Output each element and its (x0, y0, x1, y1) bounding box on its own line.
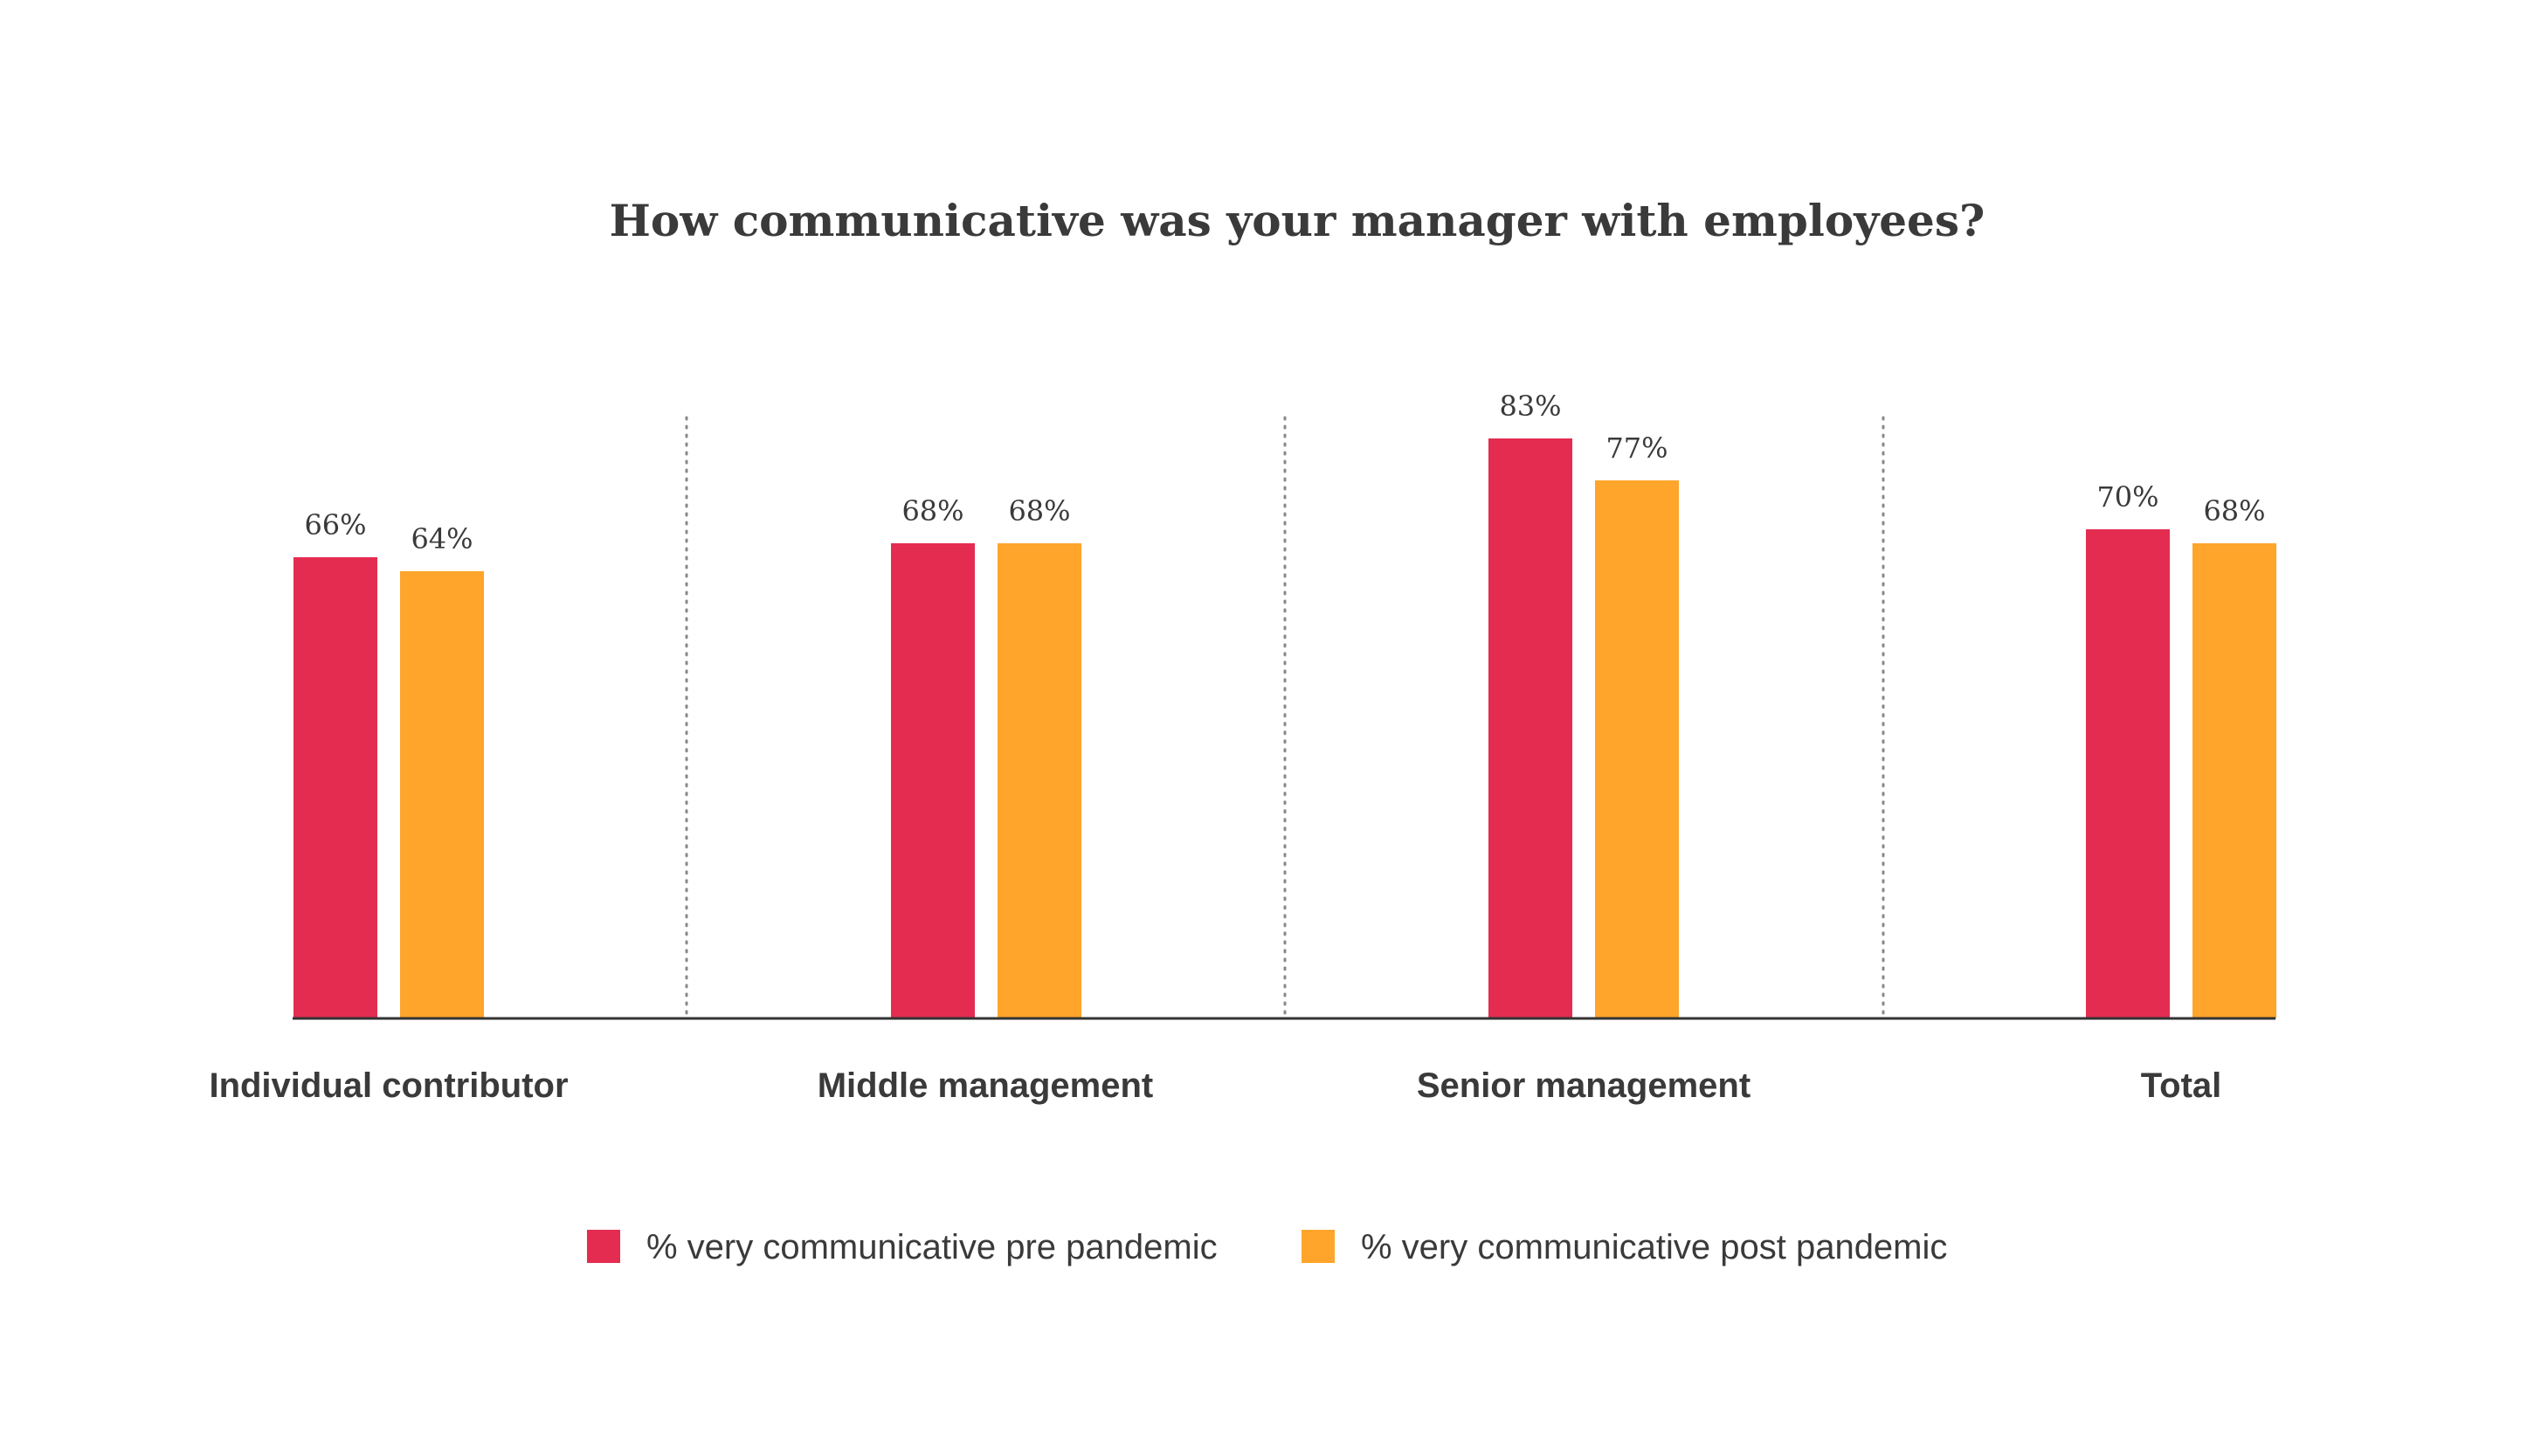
category-dividers (685, 416, 1885, 1017)
category-label-1: Individual contributor (209, 1066, 568, 1105)
legend-swatch-post (1302, 1230, 1335, 1263)
legend-label-post: % very communicative post pandemic (1361, 1228, 1947, 1266)
bar-pre-2 (891, 543, 975, 1018)
bars (293, 438, 2276, 1018)
legend: % very communicative pre pandemic % very … (587, 1228, 1947, 1266)
chart-title: How communicative was your manager with … (610, 195, 1985, 246)
value-labels: 66% 64% 68% 68% 83% 77% 70% 68% (304, 390, 2265, 555)
value-label-pre-3: 83% (1499, 390, 1561, 423)
value-label-post-1: 64% (411, 522, 473, 555)
bar-pre-3 (1488, 438, 1572, 1018)
legend-swatch-pre (587, 1230, 620, 1263)
legend-label-pre: % very communicative pre pandemic (646, 1228, 1218, 1266)
bar-pre-1 (293, 557, 377, 1018)
bar-post-4 (2192, 543, 2276, 1018)
bar-post-1 (400, 571, 484, 1018)
category-label-3: Senior management (1417, 1066, 1750, 1105)
bar-post-2 (998, 543, 1081, 1018)
value-label-post-4: 68% (2203, 494, 2265, 528)
value-label-pre-1: 66% (304, 508, 366, 542)
value-label-post-3: 77% (1605, 431, 1668, 465)
category-labels: Individual contributor Middle management S… (209, 1066, 2221, 1105)
category-label-4: Total (2141, 1066, 2222, 1105)
bar-post-3 (1595, 480, 1679, 1018)
category-label-2: Middle management (818, 1066, 1154, 1105)
value-label-post-2: 68% (1008, 494, 1070, 528)
bar-pre-4 (2086, 529, 2170, 1018)
value-label-pre-4: 70% (2096, 480, 2158, 514)
value-label-pre-2: 68% (901, 494, 963, 528)
